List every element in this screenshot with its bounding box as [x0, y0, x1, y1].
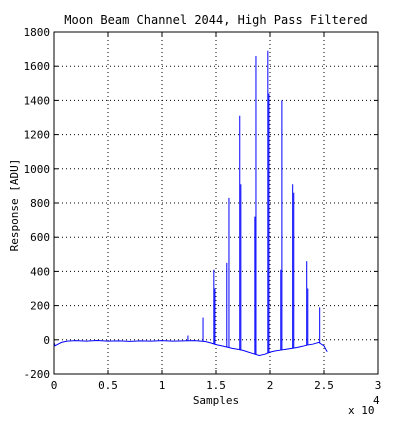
- x-tick-label: 2.5: [314, 379, 334, 392]
- chart-title: Moon Beam Channel 2044, High Pass Filter…: [64, 13, 367, 27]
- x-tick-label: 2: [267, 379, 274, 392]
- y-tick-label: 0: [43, 334, 50, 347]
- y-tick-label: 400: [30, 265, 50, 278]
- plot-frame: [53, 31, 379, 375]
- y-tick-label: 1400: [24, 94, 51, 107]
- x-tick-label: 1: [159, 379, 166, 392]
- x-tick-label: 1.5: [206, 379, 226, 392]
- series-line: [53, 339, 328, 357]
- y-tick-label: -200: [24, 368, 51, 381]
- y-tick-label: 600: [30, 231, 50, 244]
- tick-labels: 0 0.5 1 1.5 2 2.5 3-20002004006008001000120014…: [24, 26, 382, 392]
- y-tick-label: 1200: [24, 129, 51, 142]
- x-tick-label: 3: [375, 379, 382, 392]
- x-axis-multiplier-exponent: 4: [373, 394, 380, 407]
- y-axis-label: Response [ADU]: [8, 159, 21, 252]
- x-tick-label: 0: [51, 379, 58, 392]
- y-tick-label: 1800: [24, 26, 51, 39]
- y-tick-label: 1600: [24, 60, 51, 73]
- y-tick-label: 800: [30, 197, 50, 210]
- x-axis-label: Samples: [193, 394, 239, 407]
- grid: [54, 32, 378, 374]
- y-tick-label: 200: [30, 300, 50, 313]
- x-tick-label: 0.5: [98, 379, 118, 392]
- y-tick-label: 1000: [24, 163, 51, 176]
- x-axis-multiplier: x 10: [348, 404, 375, 417]
- series-layer: [53, 50, 328, 357]
